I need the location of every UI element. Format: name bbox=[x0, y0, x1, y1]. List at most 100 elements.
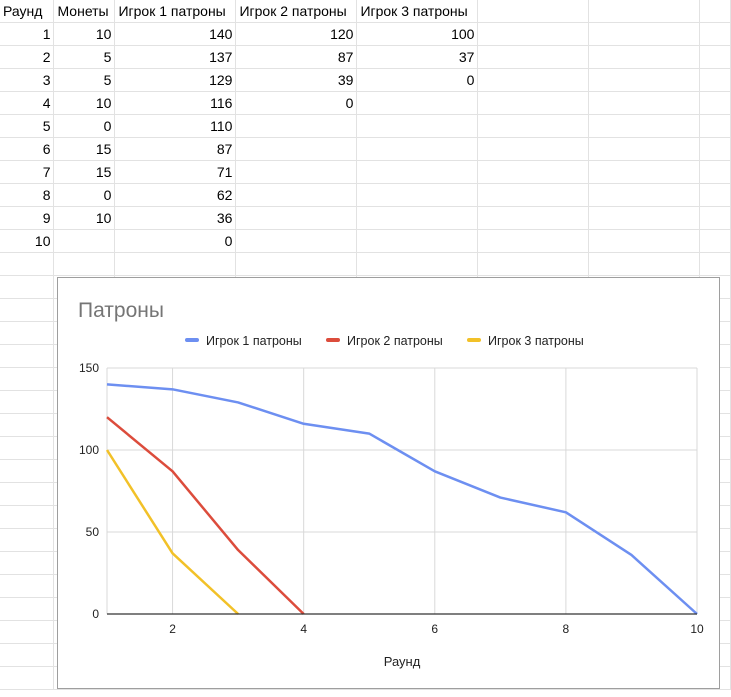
empty-cell[interactable] bbox=[0, 620, 55, 644]
header-cell[interactable] bbox=[477, 0, 590, 23]
table-cell[interactable]: 5 bbox=[53, 68, 116, 92]
empty-cell[interactable] bbox=[0, 597, 55, 621]
table-cell[interactable] bbox=[588, 160, 701, 184]
legend-label[interactable]: Игрок 3 патроны bbox=[488, 334, 584, 348]
table-cell[interactable]: 10 bbox=[0, 229, 55, 253]
table-cell[interactable] bbox=[699, 114, 731, 138]
table-cell[interactable] bbox=[588, 206, 701, 230]
table-cell[interactable] bbox=[588, 68, 701, 92]
table-cell[interactable]: 9 bbox=[0, 206, 55, 230]
table-cell[interactable]: 129 bbox=[114, 68, 237, 92]
empty-cell[interactable] bbox=[0, 574, 55, 598]
empty-cell[interactable] bbox=[0, 505, 55, 529]
table-cell[interactable]: 4 bbox=[0, 91, 55, 115]
table-cell[interactable] bbox=[477, 91, 590, 115]
table-cell[interactable] bbox=[477, 183, 590, 207]
table-cell[interactable] bbox=[356, 91, 479, 115]
table-cell[interactable]: 0 bbox=[53, 183, 116, 207]
table-cell[interactable]: 10 bbox=[53, 91, 116, 115]
empty-cell[interactable] bbox=[0, 666, 55, 690]
table-cell[interactable] bbox=[356, 183, 479, 207]
empty-cell[interactable] bbox=[699, 252, 731, 276]
series-line-player-2[interactable] bbox=[106, 416, 305, 615]
table-cell[interactable]: 0 bbox=[53, 114, 116, 138]
table-cell[interactable]: 10 bbox=[53, 22, 116, 46]
table-cell[interactable]: 116 bbox=[114, 91, 237, 115]
table-cell[interactable]: 36 bbox=[114, 206, 237, 230]
table-cell[interactable]: 110 bbox=[114, 114, 237, 138]
legend-label[interactable]: Игрок 1 патроны bbox=[206, 334, 302, 348]
empty-cell[interactable] bbox=[0, 459, 55, 483]
table-cell[interactable] bbox=[699, 22, 731, 46]
table-cell[interactable]: 15 bbox=[53, 160, 116, 184]
header-cell[interactable] bbox=[588, 0, 701, 23]
table-cell[interactable]: 5 bbox=[53, 45, 116, 69]
header-cell[interactable]: Игрок 3 патроны bbox=[356, 0, 479, 23]
table-cell[interactable] bbox=[477, 68, 590, 92]
table-cell[interactable] bbox=[588, 114, 701, 138]
table-cell[interactable] bbox=[477, 229, 590, 253]
empty-cell[interactable] bbox=[0, 367, 55, 391]
table-cell[interactable]: 39 bbox=[235, 68, 358, 92]
table-cell[interactable] bbox=[588, 45, 701, 69]
empty-cell[interactable] bbox=[0, 275, 55, 299]
series-line-player-1[interactable] bbox=[106, 383, 698, 615]
header-cell[interactable]: Игрок 1 патроны bbox=[114, 0, 237, 23]
table-cell[interactable]: 62 bbox=[114, 183, 237, 207]
table-cell[interactable]: 71 bbox=[114, 160, 237, 184]
table-cell[interactable] bbox=[356, 229, 479, 253]
empty-cell[interactable] bbox=[0, 436, 55, 460]
table-cell[interactable]: 137 bbox=[114, 45, 237, 69]
table-cell[interactable]: 15 bbox=[53, 137, 116, 161]
table-cell[interactable] bbox=[699, 68, 731, 92]
table-cell[interactable]: 1 bbox=[0, 22, 55, 46]
empty-cell[interactable] bbox=[0, 344, 55, 368]
empty-cell[interactable] bbox=[0, 252, 55, 276]
table-cell[interactable] bbox=[477, 22, 590, 46]
table-cell[interactable] bbox=[588, 22, 701, 46]
legend-label[interactable]: Игрок 2 патроны bbox=[347, 334, 443, 348]
table-cell[interactable] bbox=[588, 183, 701, 207]
header-cell[interactable] bbox=[699, 0, 731, 23]
table-cell[interactable]: 0 bbox=[356, 68, 479, 92]
empty-cell[interactable] bbox=[0, 413, 55, 437]
header-cell[interactable]: Раунд bbox=[0, 0, 55, 23]
table-cell[interactable] bbox=[235, 160, 358, 184]
empty-cell[interactable] bbox=[114, 252, 237, 276]
table-cell[interactable] bbox=[699, 91, 731, 115]
table-cell[interactable] bbox=[699, 45, 731, 69]
chart-panel[interactable]: Патроны Игрок 1 патроны Игрок 2 патроны Иг… bbox=[57, 277, 720, 689]
empty-cell[interactable] bbox=[0, 482, 55, 506]
table-cell[interactable] bbox=[477, 206, 590, 230]
table-cell[interactable]: 6 bbox=[0, 137, 55, 161]
series-line-player-3[interactable] bbox=[105, 449, 239, 615]
empty-cell[interactable] bbox=[0, 643, 55, 667]
table-cell[interactable]: 87 bbox=[235, 45, 358, 69]
table-cell[interactable] bbox=[477, 160, 590, 184]
table-cell[interactable] bbox=[699, 160, 731, 184]
table-cell[interactable]: 8 bbox=[0, 183, 55, 207]
empty-cell[interactable] bbox=[477, 252, 590, 276]
table-cell[interactable]: 10 bbox=[53, 206, 116, 230]
table-cell[interactable] bbox=[235, 137, 358, 161]
table-cell[interactable] bbox=[477, 137, 590, 161]
table-cell[interactable]: 0 bbox=[235, 91, 358, 115]
table-cell[interactable] bbox=[356, 206, 479, 230]
empty-cell[interactable] bbox=[235, 252, 358, 276]
empty-cell[interactable] bbox=[0, 298, 55, 322]
empty-cell[interactable] bbox=[356, 252, 479, 276]
table-cell[interactable]: 3 bbox=[0, 68, 55, 92]
table-cell[interactable] bbox=[53, 229, 116, 253]
table-cell[interactable] bbox=[699, 229, 731, 253]
table-cell[interactable] bbox=[588, 137, 701, 161]
table-cell[interactable]: 140 bbox=[114, 22, 237, 46]
table-cell[interactable]: 120 bbox=[235, 22, 358, 46]
header-cell[interactable]: Игрок 2 патроны bbox=[235, 0, 358, 23]
empty-cell[interactable] bbox=[0, 390, 55, 414]
table-cell[interactable] bbox=[588, 229, 701, 253]
table-cell[interactable] bbox=[235, 206, 358, 230]
table-cell[interactable] bbox=[699, 206, 731, 230]
table-cell[interactable] bbox=[235, 183, 358, 207]
empty-cell[interactable] bbox=[53, 252, 116, 276]
table-cell[interactable] bbox=[477, 45, 590, 69]
